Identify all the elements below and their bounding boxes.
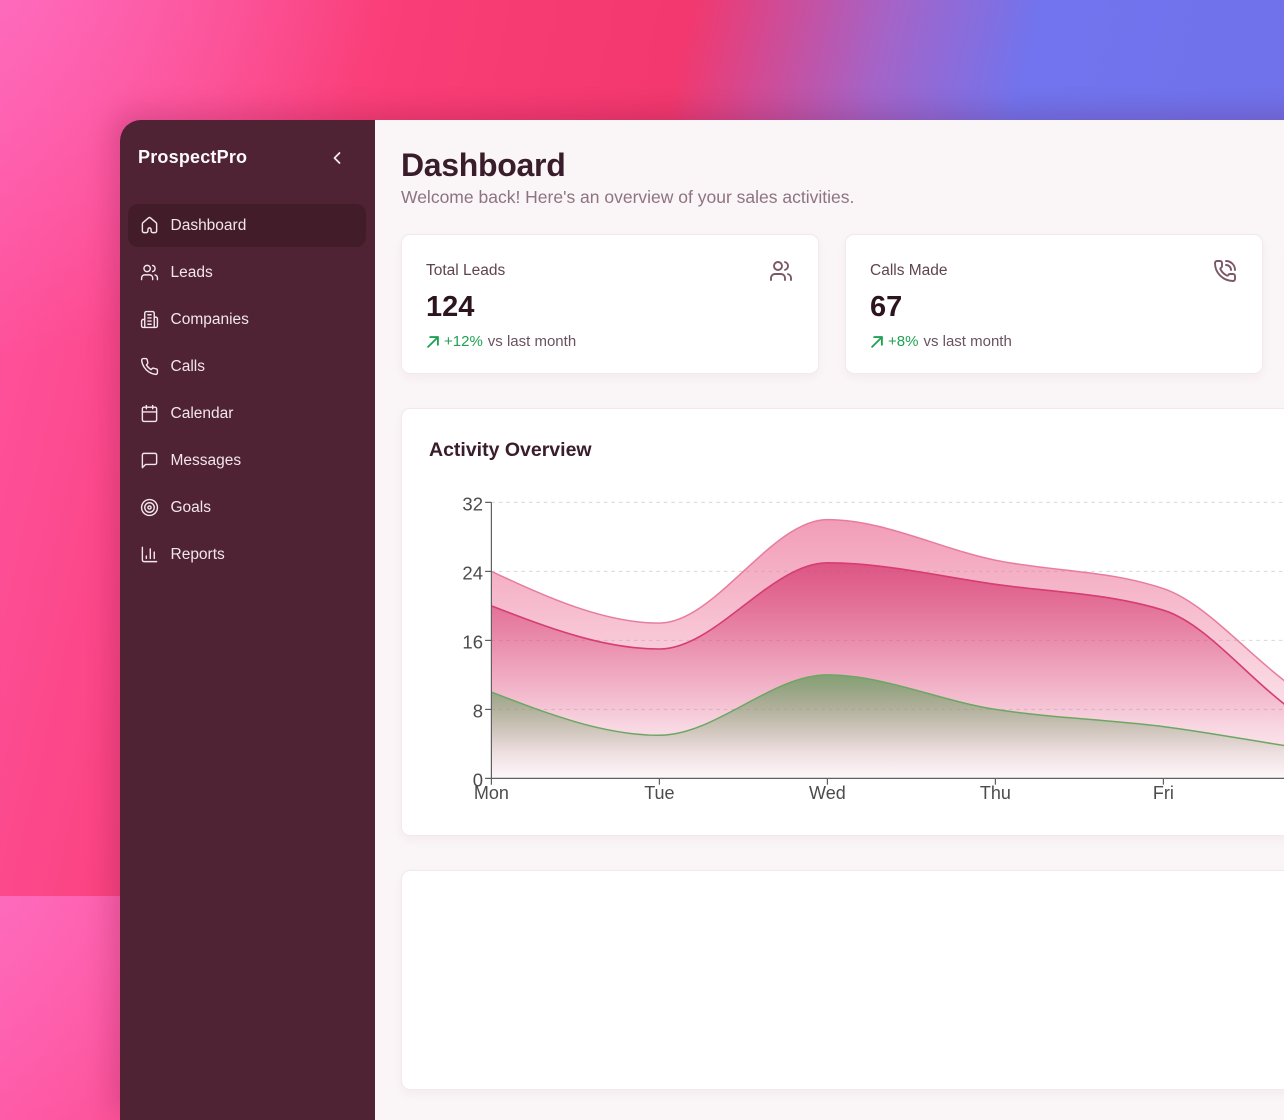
svg-text:Mon: Mon [474,783,509,803]
svg-text:16: 16 [462,631,483,652]
svg-text:Fri: Fri [1153,783,1174,803]
svg-text:0: 0 [473,769,483,790]
svg-text:24: 24 [462,562,483,583]
svg-text:Thu: Thu [980,783,1011,803]
svg-text:32: 32 [462,493,483,514]
svg-text:Tue: Tue [644,783,674,803]
svg-text:Wed: Wed [809,783,846,803]
svg-text:8: 8 [473,700,483,721]
